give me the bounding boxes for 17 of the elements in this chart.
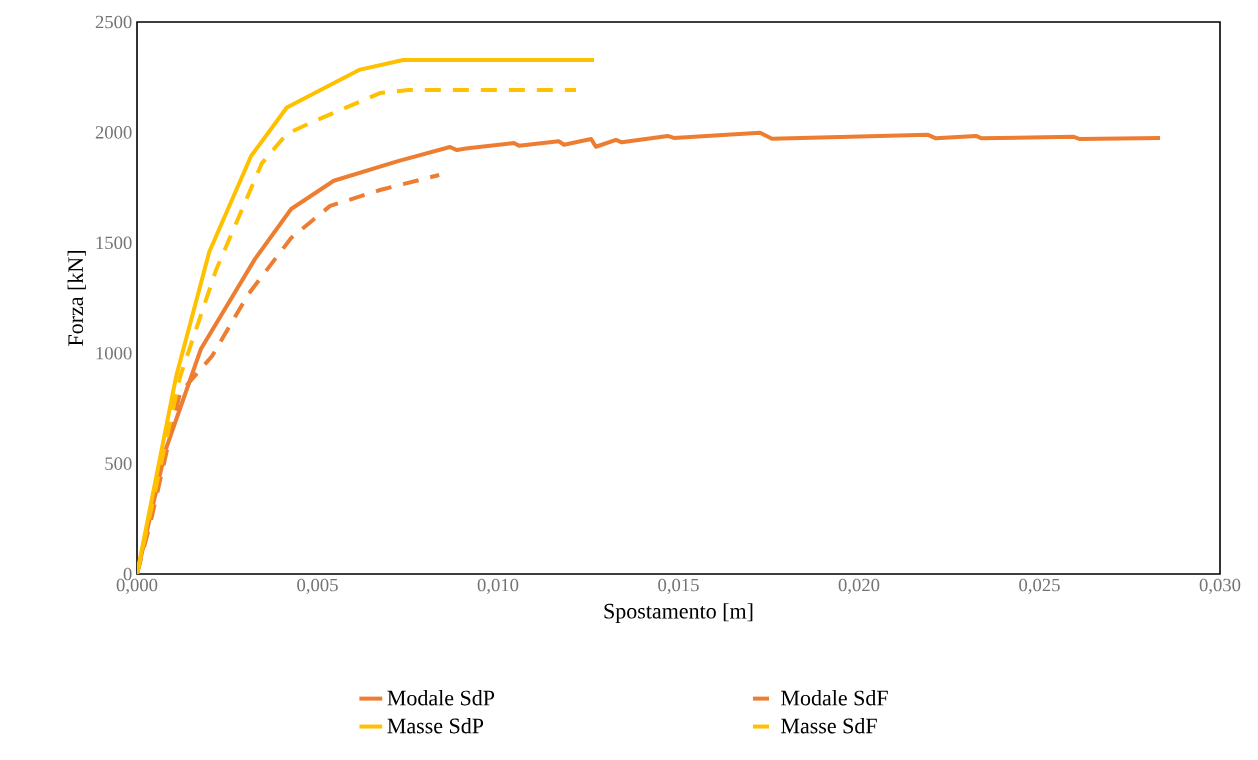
y-tick-label: 500: [105, 457, 132, 470]
y-tick-label: 1500: [96, 236, 132, 250]
x-tick-label: 0,020: [838, 578, 880, 594]
y-tick-label: 2000: [95, 126, 132, 139]
x-tick-label: 0,015: [658, 578, 699, 594]
x-tick-label: 0,025: [1019, 578, 1060, 594]
y-tick-label: 2500: [95, 15, 132, 29]
x-axis-title: Spostamento [m]: [604, 603, 753, 624]
legend-label: Masse SdF: [781, 717, 877, 734]
legend-label: Modale SdP: [387, 689, 495, 706]
legend-label: Modale SdF: [781, 689, 888, 706]
x-tick-label: 0,005: [297, 578, 338, 594]
x-tick-label: 0,030: [1199, 578, 1241, 594]
y-tick-label: 1000: [96, 346, 132, 360]
x-tick-label: 0,010: [477, 578, 519, 594]
y-axis-title: Forza [kN]: [67, 251, 86, 346]
legend-label: Masse SdP: [387, 717, 484, 734]
